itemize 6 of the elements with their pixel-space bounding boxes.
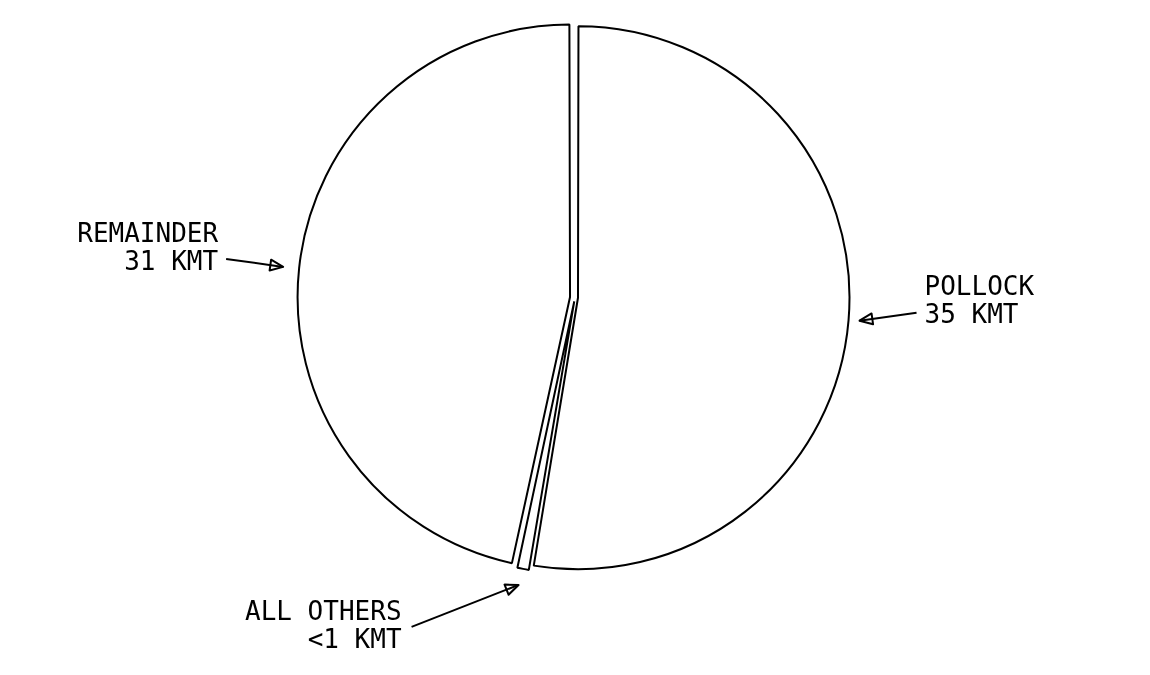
- slice-label: ALL OTHERS: [245, 595, 402, 626]
- data-label: 31 KMT: [124, 245, 219, 276]
- slice-label: REMAINDER: [77, 217, 219, 248]
- data-label: <1 KMT: [307, 623, 402, 654]
- slice-label: POLLOCK: [924, 271, 1035, 302]
- data-label: 35 KMT: [924, 299, 1019, 330]
